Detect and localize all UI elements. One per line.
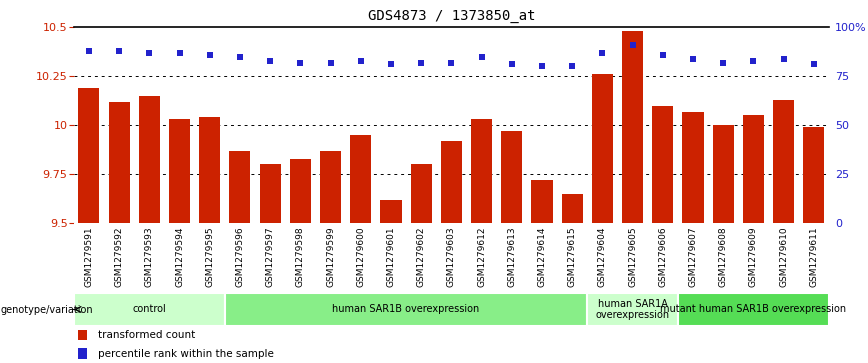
Text: GSM1279606: GSM1279606	[658, 227, 667, 287]
Point	[263, 58, 277, 64]
Point	[414, 60, 428, 65]
Bar	[229, 151, 251, 223]
Text: human SAR1B overexpression: human SAR1B overexpression	[332, 305, 480, 314]
Point	[233, 54, 247, 60]
Point	[82, 48, 95, 54]
Bar	[652, 106, 674, 223]
Point	[686, 56, 700, 61]
Text: GSM1279613: GSM1279613	[507, 227, 516, 287]
Point	[142, 50, 156, 56]
Text: mutant human SAR1B overexpression: mutant human SAR1B overexpression	[661, 305, 846, 314]
Point	[203, 52, 217, 58]
Point	[716, 60, 730, 65]
Point	[777, 56, 791, 61]
Bar	[592, 74, 613, 223]
Text: GSM1279597: GSM1279597	[266, 227, 274, 287]
Bar	[441, 141, 462, 223]
Point	[656, 52, 670, 58]
Text: GSM1279607: GSM1279607	[688, 227, 698, 287]
Bar	[290, 159, 311, 223]
Point	[595, 50, 609, 56]
Point	[807, 62, 821, 68]
Point	[475, 54, 489, 60]
Bar	[380, 200, 402, 223]
Bar	[78, 88, 100, 223]
Bar	[562, 194, 582, 223]
Bar	[682, 111, 704, 223]
Text: GSM1279592: GSM1279592	[115, 227, 123, 287]
Bar	[139, 96, 160, 223]
Bar	[743, 115, 764, 223]
Text: GSM1279611: GSM1279611	[809, 227, 819, 287]
Bar	[320, 151, 341, 223]
Text: GSM1279609: GSM1279609	[749, 227, 758, 287]
Bar	[260, 164, 280, 223]
Text: GSM1279594: GSM1279594	[175, 227, 184, 287]
Text: GSM1279598: GSM1279598	[296, 227, 305, 287]
Point	[354, 58, 368, 64]
Point	[324, 60, 338, 65]
Bar	[501, 131, 523, 223]
Text: GSM1279591: GSM1279591	[84, 227, 94, 287]
FancyBboxPatch shape	[678, 293, 829, 326]
Text: GSM1279593: GSM1279593	[145, 227, 154, 287]
Bar	[622, 31, 643, 223]
Bar	[531, 180, 553, 223]
Text: GSM1279614: GSM1279614	[537, 227, 547, 287]
Text: GSM1279595: GSM1279595	[205, 227, 214, 287]
Bar	[108, 102, 129, 223]
Point	[535, 64, 549, 69]
Text: GSM1279612: GSM1279612	[477, 227, 486, 287]
Bar	[350, 135, 372, 223]
Text: GSM1279608: GSM1279608	[719, 227, 727, 287]
Bar	[803, 127, 825, 223]
Text: GSM1279602: GSM1279602	[417, 227, 425, 287]
Text: GSM1279605: GSM1279605	[628, 227, 637, 287]
Point	[444, 60, 458, 65]
Bar	[471, 119, 492, 223]
Text: GSM1279600: GSM1279600	[356, 227, 365, 287]
Point	[505, 62, 519, 68]
Text: GSM1279603: GSM1279603	[447, 227, 456, 287]
Text: control: control	[133, 305, 166, 314]
FancyBboxPatch shape	[225, 293, 588, 326]
Point	[565, 64, 579, 69]
Text: transformed count: transformed count	[98, 330, 195, 340]
Point	[626, 42, 640, 48]
Text: GSM1279596: GSM1279596	[235, 227, 245, 287]
Point	[384, 62, 398, 68]
Bar	[199, 117, 220, 223]
Bar	[411, 164, 431, 223]
Bar	[169, 119, 190, 223]
Bar	[773, 100, 794, 223]
Bar	[77, 330, 87, 340]
Bar	[713, 125, 733, 223]
Point	[746, 58, 760, 64]
Text: GSM1279610: GSM1279610	[779, 227, 788, 287]
FancyBboxPatch shape	[588, 293, 678, 326]
Text: percentile rank within the sample: percentile rank within the sample	[98, 348, 274, 359]
Text: GSM1279615: GSM1279615	[568, 227, 576, 287]
Bar	[77, 348, 87, 359]
Text: genotype/variation: genotype/variation	[1, 305, 94, 315]
Text: GSM1279604: GSM1279604	[598, 227, 607, 287]
Title: GDS4873 / 1373850_at: GDS4873 / 1373850_at	[368, 9, 535, 24]
Point	[173, 50, 187, 56]
Text: GSM1279599: GSM1279599	[326, 227, 335, 287]
Text: GSM1279601: GSM1279601	[386, 227, 396, 287]
Point	[293, 60, 307, 65]
FancyBboxPatch shape	[74, 293, 225, 326]
Point	[112, 48, 126, 54]
Text: human SAR1A
overexpression: human SAR1A overexpression	[595, 299, 669, 320]
